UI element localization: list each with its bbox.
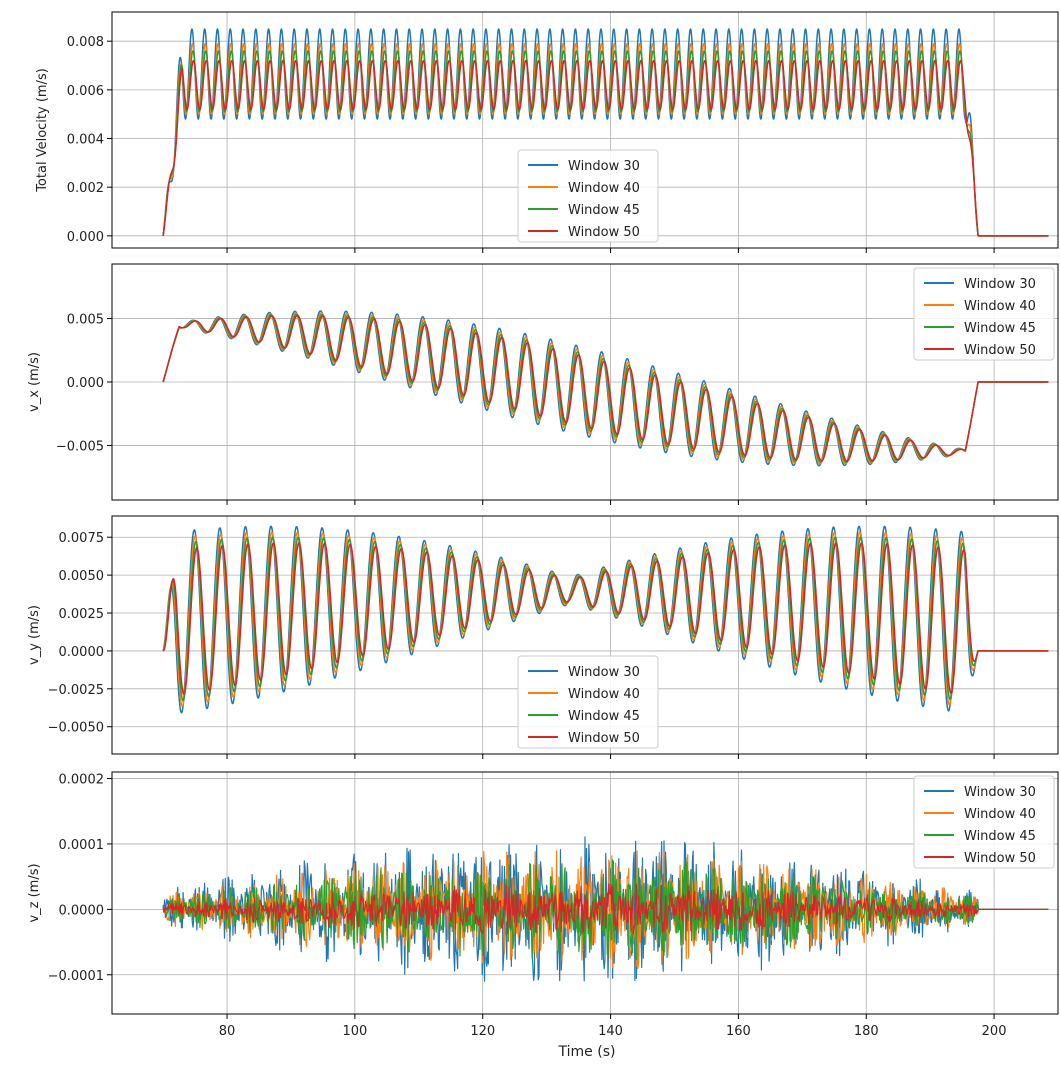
axes-frame	[111, 771, 1059, 1015]
x-tick-label: 200	[982, 1024, 1007, 1039]
y-tick-label: 0.000	[67, 230, 104, 245]
legend-box	[517, 149, 659, 243]
series-lines	[162, 28, 1049, 237]
x-tick-label: 180	[854, 1024, 879, 1039]
axes-frame	[111, 515, 1059, 755]
subplot-4: −0.0001 0.0000 0.0001 0.0002 80 100 120 140 160 1…	[27, 771, 1059, 1039]
x-tick-label: 100	[342, 1024, 367, 1039]
series-line-window-50	[162, 883, 1049, 935]
legend-box	[517, 655, 659, 749]
y-tick-label: 0.0002	[59, 773, 105, 788]
y-tick-label: 0.004	[67, 133, 104, 148]
x-tick-label: 140	[598, 1024, 623, 1039]
series-lines	[162, 525, 1049, 714]
y-axis-label: Total Velocity (m/s)	[35, 68, 50, 193]
x-tick-label: 160	[726, 1024, 751, 1039]
legend-label: Window 50	[964, 343, 1036, 358]
legend-label: Window 45	[568, 203, 640, 218]
legend-label: Window 30	[568, 159, 640, 174]
legend-label: Window 40	[568, 181, 640, 196]
y-tick-label: 0.006	[67, 84, 104, 99]
y-tick-label: 0.0025	[59, 607, 105, 622]
legend-label: Window 50	[964, 851, 1036, 866]
legend: Window 30 Window 40 Window 45 Window 50	[913, 267, 1055, 361]
legend-label: Window 45	[964, 321, 1036, 336]
y-tick-label: 0.000	[67, 376, 104, 391]
legend-label: Window 50	[568, 225, 640, 240]
legend-label: Window 45	[964, 829, 1036, 844]
series-lines	[162, 310, 1049, 467]
y-tick-label: 0.008	[67, 35, 104, 50]
legend-label: Window 30	[964, 785, 1036, 800]
y-tick-label: 0.002	[67, 181, 104, 196]
legend-label: Window 45	[568, 709, 640, 724]
y-tick-label: 0.0000	[59, 645, 105, 660]
legend: Window 30 Window 40 Window 45 Window 50	[517, 655, 659, 749]
axes-frame	[111, 11, 1059, 249]
subplot-panels: 0.000 0.002 0.004 0.006 0.008 Total Velocity …	[27, 11, 1059, 1039]
y-tick-label: −0.005	[56, 439, 104, 454]
x-tick-label: 80	[219, 1024, 236, 1039]
y-axis-label: v_x (m/s)	[27, 352, 42, 412]
legend-label: Window 30	[964, 277, 1036, 292]
y-tick-label: 0.0050	[59, 569, 105, 584]
y-tick-label: 0.005	[67, 313, 104, 328]
y-tick-label: −0.0025	[48, 683, 104, 698]
legend-box	[913, 267, 1055, 361]
legend: Window 30 Window 40 Window 45 Window 50	[913, 775, 1055, 869]
subplot-1: 0.000 0.002 0.004 0.006 0.008 Total Velocity …	[35, 11, 1059, 253]
y-tick-label: 0.0075	[59, 531, 105, 546]
series-line-window-50	[162, 59, 1049, 237]
grid-lines	[112, 264, 1058, 500]
y-axis-label: v_z (m/s)	[27, 863, 42, 922]
y-tick-label: −0.0001	[48, 969, 104, 984]
subplot-3: −0.0050 −0.0025 0.0000 0.0025 0.0050 0.0075 v_…	[27, 515, 1059, 759]
legend-label: Window 40	[568, 687, 640, 702]
grid-lines	[112, 516, 1058, 754]
y-tick-label: 0.0001	[59, 838, 105, 853]
y-tick-label: 0.0000	[59, 903, 105, 918]
legend: Window 30 Window 40 Window 45 Window 50	[517, 149, 659, 243]
series-lines	[162, 836, 1049, 982]
legend-box	[913, 775, 1055, 869]
legend-label: Window 50	[568, 731, 640, 746]
series-line-window-50	[162, 542, 1049, 695]
x-tick-label: 120	[470, 1024, 495, 1039]
y-tick-label: −0.0050	[48, 721, 104, 736]
legend-label: Window 30	[568, 665, 640, 680]
y-axis-label: v_y (m/s)	[27, 605, 42, 665]
legend-label: Window 40	[964, 807, 1036, 822]
series-line-window-50	[162, 314, 1049, 462]
legend-label: Window 40	[964, 299, 1036, 314]
x-axis-label: Time (s)	[558, 1044, 616, 1060]
